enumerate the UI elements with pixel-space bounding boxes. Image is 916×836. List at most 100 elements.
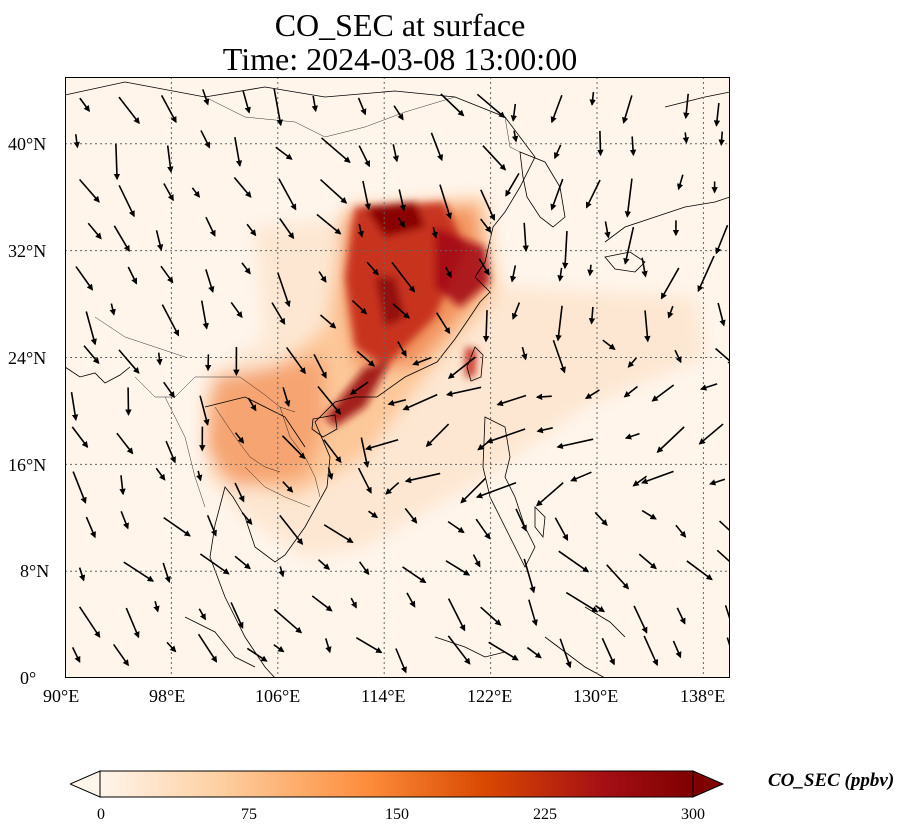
wind-arrow (311, 595, 333, 612)
wind-arrow (397, 217, 406, 228)
wind-arrow (632, 475, 647, 487)
wind-arrow (191, 187, 201, 198)
wind-arrow (368, 510, 379, 519)
wind-arrow (555, 305, 563, 342)
wind-arrow (155, 230, 164, 251)
wind-arrow (558, 550, 590, 573)
wind-arrow (444, 266, 452, 279)
wind-arrow (113, 225, 130, 252)
wind-arrow (557, 267, 564, 282)
colorbar-tick-label: 300 (681, 806, 705, 823)
wind-arrow (719, 520, 730, 532)
wind-arrow (360, 437, 370, 468)
wind-arrow (282, 481, 294, 493)
wind-arrow (242, 90, 251, 114)
wind-arrow (241, 512, 253, 526)
wind-arrow (118, 96, 140, 125)
wind-arrow (350, 597, 357, 609)
wind-arrow (480, 189, 496, 221)
wind-arrow (638, 553, 657, 570)
wind-arrow (715, 224, 729, 255)
wind-arrow (234, 482, 245, 503)
wind-arrow (675, 524, 687, 538)
wind-arrow (717, 302, 726, 327)
wind-arrow (550, 178, 564, 211)
wind-arrow (323, 524, 354, 543)
wind-arrow (163, 183, 174, 202)
lat-tick-label: 32°N (8, 241, 47, 261)
wind-arrow (404, 472, 441, 484)
wind-arrow (447, 356, 476, 379)
wind-arrow (425, 423, 450, 448)
wind-arrow (554, 144, 562, 160)
wind-arrow (430, 132, 444, 162)
wind-arrow (156, 352, 163, 366)
wind-arrow (676, 607, 686, 625)
wind-arrow (273, 608, 303, 634)
wind-arrow (323, 439, 342, 464)
wind-arrow (318, 271, 327, 283)
wind-arrow (402, 393, 438, 411)
wind-arrow (447, 520, 465, 534)
wind-arrow (234, 432, 245, 444)
wind-arrow (482, 145, 507, 171)
lon-tick-label: 130°E (573, 686, 619, 706)
wind-arrow (118, 349, 140, 374)
colorbar-tick-label: 150 (385, 806, 409, 823)
wind-arrow (278, 178, 297, 211)
wind-arrow (633, 605, 648, 634)
wind-arrow (321, 137, 351, 164)
colorbar-tick-label: 0 (97, 806, 105, 823)
wind-arrow (271, 302, 286, 325)
wind-arrow (153, 600, 160, 613)
wind-arrow (697, 255, 715, 293)
wind-arrow (120, 511, 129, 530)
wind-arrow (440, 93, 465, 117)
wind-arrow (588, 306, 596, 325)
wind-arrow (234, 555, 251, 570)
wind-arrow (412, 356, 432, 366)
wind-arrow (364, 438, 399, 451)
wind-arrow (397, 341, 407, 358)
wind-arrow (85, 516, 96, 539)
wind-arrow (406, 592, 416, 608)
wind-arrow (246, 223, 257, 237)
wind-arrow (230, 301, 243, 319)
wind-arrow (199, 553, 230, 575)
wind-arrow (623, 385, 638, 398)
wind-arrow (241, 262, 251, 275)
wind-arrow (166, 641, 177, 653)
wind-arrow (535, 393, 552, 401)
wind-arrow (155, 467, 166, 481)
wind-arrow (197, 633, 218, 663)
wind-arrow (282, 387, 291, 408)
wind-arrow (85, 311, 97, 346)
lon-tick-label: 106°E (255, 686, 301, 706)
wind-arrow (559, 638, 572, 669)
wind-arrow (604, 221, 611, 239)
wind-arrow (641, 257, 648, 278)
wind-arrow (431, 226, 438, 239)
wind-arrow (247, 397, 257, 412)
lon-tick-label: 114°E (361, 686, 406, 706)
wind-arrow (522, 222, 529, 252)
country-borders (94, 96, 521, 508)
wind-arrow (460, 477, 486, 504)
wind-arrow (674, 349, 682, 364)
wind-arrow (535, 482, 564, 507)
wind-arrow (71, 426, 89, 449)
wind-arrow (554, 517, 569, 542)
wind-arrow (667, 305, 674, 319)
wind-arrow (317, 385, 342, 415)
wind-arrow (510, 103, 518, 122)
wind-arrow (392, 144, 399, 163)
wind-arrow (165, 440, 176, 464)
wind-arrow (278, 566, 285, 578)
wind-arrow (357, 97, 367, 116)
wind-arrow (87, 222, 102, 240)
lon-tick-label: 98°E (149, 686, 186, 706)
wind-arrow (313, 353, 327, 379)
wind-arrow (83, 345, 100, 365)
wind-arrow (476, 93, 506, 119)
map-title-line2: Time: 2024-03-08 13:00:00 (222, 41, 578, 77)
